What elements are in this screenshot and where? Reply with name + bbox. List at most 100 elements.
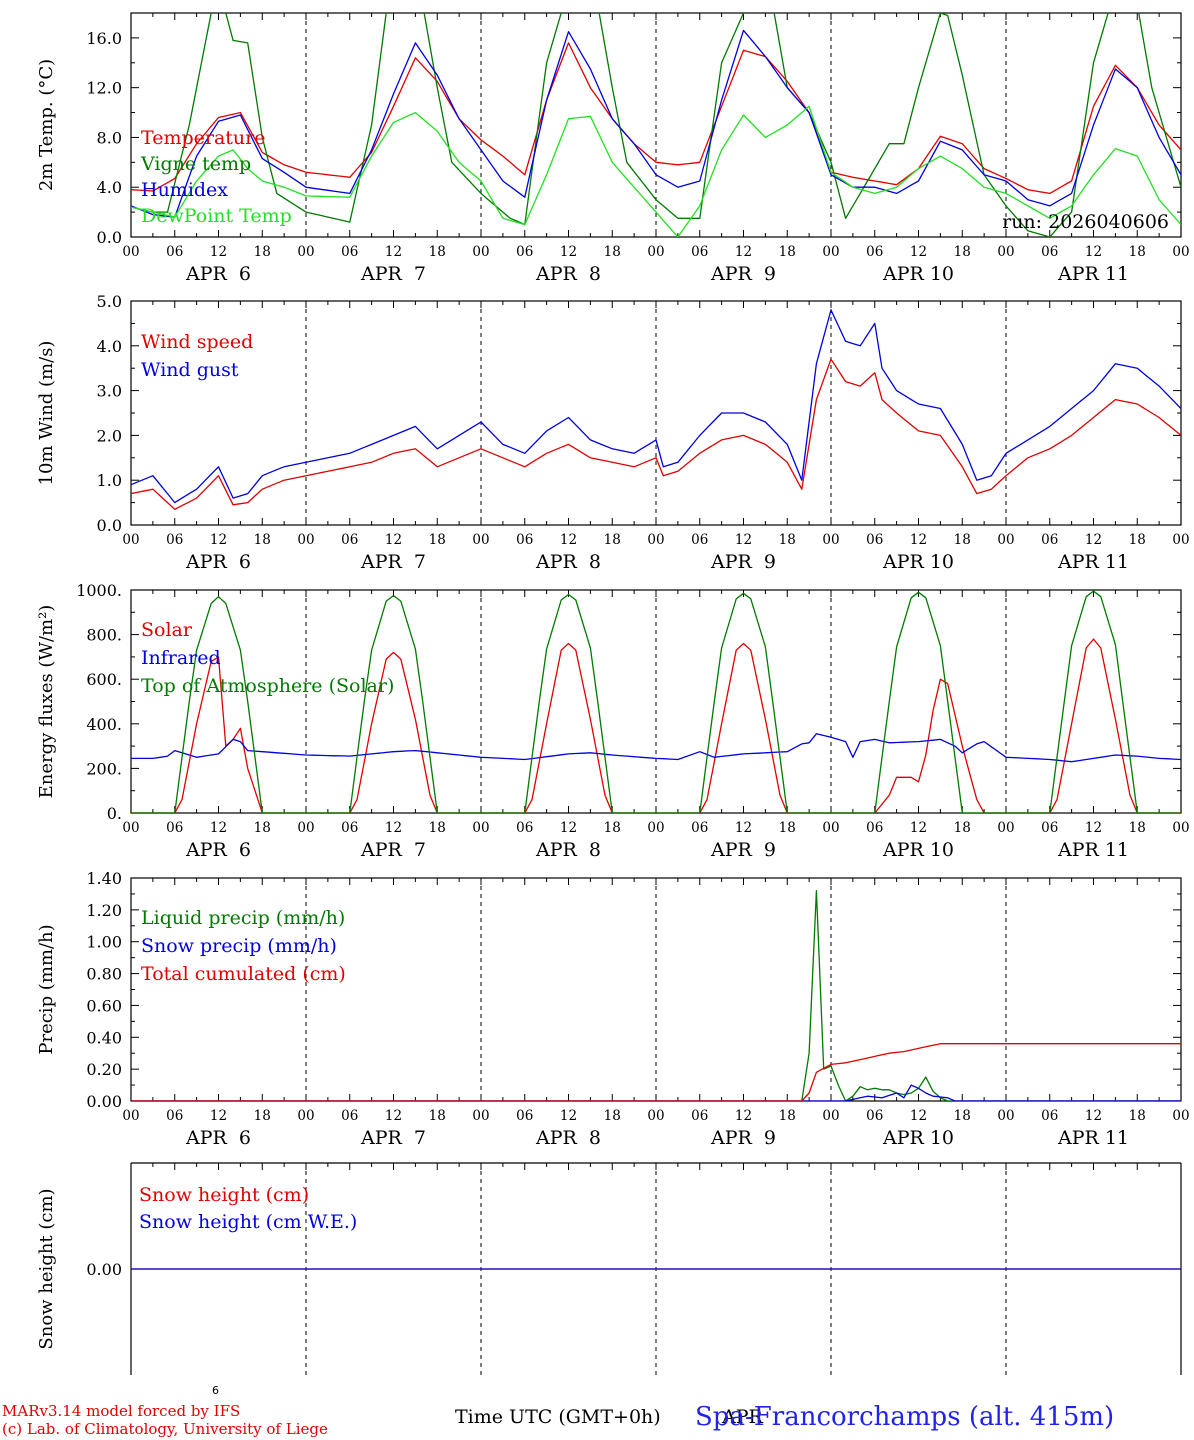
x-hour-label: 12 [385,820,402,836]
y-tick-label: 600. [86,670,122,689]
x-hour-label: 06 [516,820,533,836]
run-annotation: run: 2026040606 [1002,211,1169,233]
series-line [131,29,1181,218]
x-hour-label: 18 [429,244,446,260]
x-hour-label: 12 [735,532,752,548]
y-tick-label: 0.20 [86,1060,122,1079]
series-line [131,358,1181,510]
y-tick-label: 400. [86,715,122,734]
x-hour-label: 06 [166,244,183,260]
series-line [131,733,1181,763]
x-day-label: APR 11 [1057,551,1129,573]
x-day-label: APR 7 [360,263,426,285]
x-hour-label: 06 [166,532,183,548]
x-day-label: APR 6 [185,551,251,573]
panel-energy: 0. 200. 400. 600. 800. 1000. Energy fluxes (W/… [36,581,1190,861]
x-hour-label: 00 [1172,820,1189,836]
y-tick-label: 0.0 [97,228,122,247]
x-hour-label: 12 [910,1108,927,1124]
legend-entry: Liquid precip (mm/h) [141,907,345,929]
x-hour-label: 12 [1085,1108,1102,1124]
legend-entry: Snow precip (mm/h) [141,935,337,957]
x-hour-label: 18 [1129,532,1146,548]
x-hour-label: 18 [254,532,271,548]
series-line [131,42,1181,195]
x-hour-label: 06 [341,1108,358,1124]
y-tick-label: 16.0 [86,29,122,48]
legend-entry: Wind speed [141,331,253,353]
x-hour-label: 12 [560,244,577,260]
x-hour-label: 12 [560,820,577,836]
y-tick-label: 1.20 [86,901,122,920]
x-hour-label: 00 [822,532,839,548]
x-hour-label: 12 [1085,244,1102,260]
x-hour-label: 18 [604,820,621,836]
y-tick-label: 0.00 [86,1092,122,1111]
x-hour-label: 12 [560,532,577,548]
x-day-label: APR 8 [535,839,601,861]
x-day-label: APR 9 [710,839,776,861]
meteogram: 0.0 4.0 8.0 12.0 16.0 2m Temp. (°C) 00 06 12 18 00… [36,12,1190,1375]
x-hour-label: 12 [910,820,927,836]
y-tick-label: 0.80 [86,965,122,984]
x-hour-label: 00 [997,1108,1014,1124]
x-hour-label: 00 [122,532,139,548]
x-hour-label: 00 [122,244,139,260]
x-day-label: APR 9 [710,551,776,573]
x-hour-label: 06 [691,820,708,836]
legend-entry: Snow height (cm) [139,1184,309,1206]
legend-entry: Vigne temp [140,153,251,175]
x-hour-label: 00 [822,820,839,836]
x-hour-label: 12 [1085,820,1102,836]
x-hour-label: 18 [779,1108,796,1124]
x-hour-label: 12 [1085,532,1102,548]
x-day-label: APR 10 [882,263,954,285]
series-line [131,105,1181,237]
x-hour-label: 06 [341,532,358,548]
x-hour-label: 06 [1041,820,1058,836]
x-hour-label: 00 [472,532,489,548]
footer-time-label: Time UTC (GMT+0h) [455,1406,661,1428]
panel-wind: 0.0 1.0 2.0 3.0 4.0 5.0 10m Wind (m/s) 00 06 12 18… [36,292,1190,573]
x-hour-label: 06 [166,820,183,836]
y-tick-label: 0.60 [86,996,122,1015]
x-hour-label: 12 [385,244,402,260]
x-hour-label: 00 [297,244,314,260]
x-hour-label: 06 [866,532,883,548]
footer-model-line: MARv3.14 model forced by IFS [2,1402,241,1420]
x-hour-label: 00 [647,1108,664,1124]
x-hour-label: 00 [297,1108,314,1124]
x-hour-label: 12 [910,532,927,548]
x-hour-label: 00 [997,244,1014,260]
y-axis-label: 2m Temp. (°C) [36,59,57,191]
legend-entry: Wind gust [141,359,239,381]
x-day-label: APR 10 [882,839,954,861]
x-day-label: APR 7 [360,839,426,861]
x-hour-label: 18 [604,1108,621,1124]
x-day-label: APR 10 [882,551,954,573]
panel-snow: 0.00 Snow height (cm) Snow height (cm) Snow… [36,1162,1182,1375]
footer-ghost-label: APR [722,1406,763,1428]
series-line [131,1043,1181,1101]
x-day-label: APR 8 [535,263,601,285]
series-line [131,13,1181,237]
y-tick-label: 2.0 [97,426,122,445]
x-hour-label: 12 [735,820,752,836]
x-hour-label: 12 [385,532,402,548]
x-hour-label: 00 [297,820,314,836]
footer-superscript: 6 [212,1384,219,1397]
y-tick-label: 5.0 [97,292,122,311]
x-hour-label: 06 [866,244,883,260]
y-tick-label: 0.40 [86,1028,122,1047]
legend-entry: Snow height (cm W.E.) [139,1211,357,1233]
x-hour-label: 06 [516,532,533,548]
x-hour-label: 00 [647,532,664,548]
x-day-label: APR 6 [185,1127,251,1149]
legend-entry: Top of Atmosphere (Solar) [141,675,394,697]
panel-temp: 0.0 4.0 8.0 12.0 16.0 2m Temp. (°C) 00 06 12 18 00… [36,12,1190,285]
x-hour-label: 06 [866,820,883,836]
series-group [131,890,1181,1101]
x-hour-label: 06 [516,1108,533,1124]
x-hour-label: 00 [1172,532,1189,548]
x-hour-label: 12 [560,1108,577,1124]
